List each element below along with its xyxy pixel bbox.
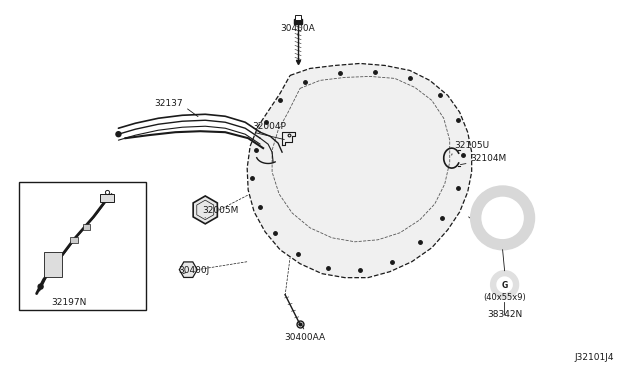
Wedge shape	[491, 271, 518, 299]
Bar	[83, 224, 90, 230]
Text: G: G	[502, 281, 508, 290]
Text: 32104M: 32104M	[470, 154, 507, 163]
Text: J32101J4: J32101J4	[575, 353, 614, 362]
Bar	[100, 194, 115, 202]
Wedge shape	[470, 186, 534, 250]
Text: 32197N: 32197N	[51, 298, 86, 307]
Text: 32004P: 32004P	[252, 122, 286, 131]
Bar	[294, 19, 302, 23]
Text: 30400A: 30400A	[281, 24, 316, 33]
Bar	[19, 182, 147, 310]
Text: 32137: 32137	[154, 99, 182, 108]
Text: 38342N: 38342N	[487, 310, 522, 319]
Circle shape	[38, 284, 43, 289]
Circle shape	[116, 132, 121, 137]
Bar	[295, 15, 301, 20]
Polygon shape	[193, 196, 218, 224]
Bar	[70, 237, 77, 243]
Text: (40x55x9): (40x55x9)	[483, 293, 526, 302]
Text: 32105U: 32105U	[454, 141, 490, 150]
Polygon shape	[247, 64, 472, 278]
Text: 32005M: 32005M	[202, 206, 239, 215]
Text: 30400J: 30400J	[179, 266, 209, 275]
Polygon shape	[179, 262, 197, 278]
Bar	[44, 252, 61, 277]
Text: 30400AA: 30400AA	[284, 333, 326, 342]
